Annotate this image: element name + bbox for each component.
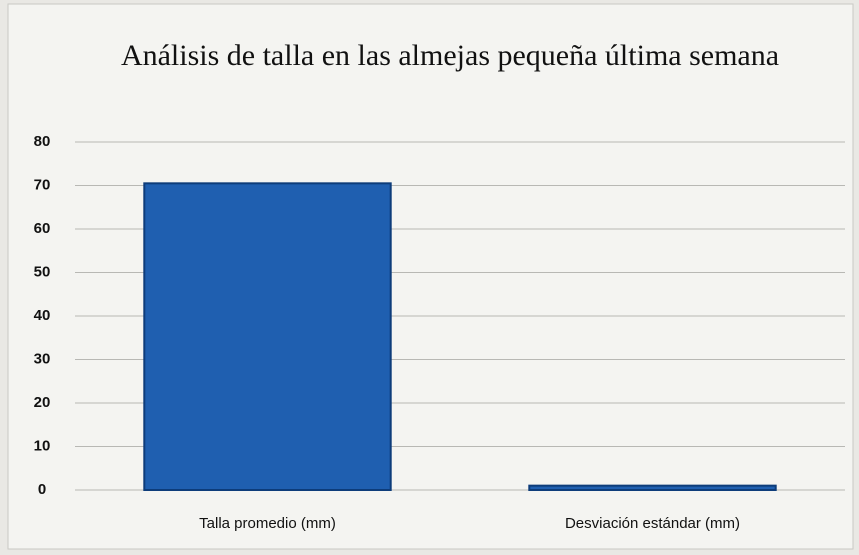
y-tick-label: 50 xyxy=(34,263,51,280)
y-tick-label: 60 xyxy=(34,220,51,237)
y-tick-label: 80 xyxy=(34,133,51,150)
bar xyxy=(143,182,392,491)
y-tick-label: 70 xyxy=(34,176,51,193)
chart-title: Análisis de talla en las almejas pequeña… xyxy=(120,39,780,72)
chart-frame xyxy=(7,3,854,550)
x-tick-label: Talla promedio (mm) xyxy=(199,515,336,532)
y-tick-label: 20 xyxy=(34,394,51,411)
x-tick-label: Desviación estándar (mm) xyxy=(565,515,740,532)
y-tick-label: 10 xyxy=(34,437,51,454)
y-tick-label: 30 xyxy=(34,350,51,367)
bar xyxy=(528,484,777,491)
y-tick-label: 0 xyxy=(38,481,46,498)
y-tick-label: 40 xyxy=(34,307,51,324)
